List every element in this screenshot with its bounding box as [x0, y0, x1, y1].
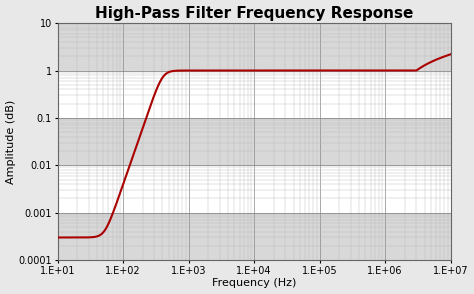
Title: High-Pass Filter Frequency Response: High-Pass Filter Frequency Response [95, 6, 413, 21]
X-axis label: Frequency (Hz): Frequency (Hz) [212, 278, 296, 288]
Bar [57, 23, 451, 71]
Bar [57, 71, 451, 118]
Y-axis label: Amplitude (dB): Amplitude (dB) [6, 99, 16, 184]
Bar [57, 213, 451, 260]
Bar [57, 165, 451, 213]
Bar [57, 118, 451, 165]
